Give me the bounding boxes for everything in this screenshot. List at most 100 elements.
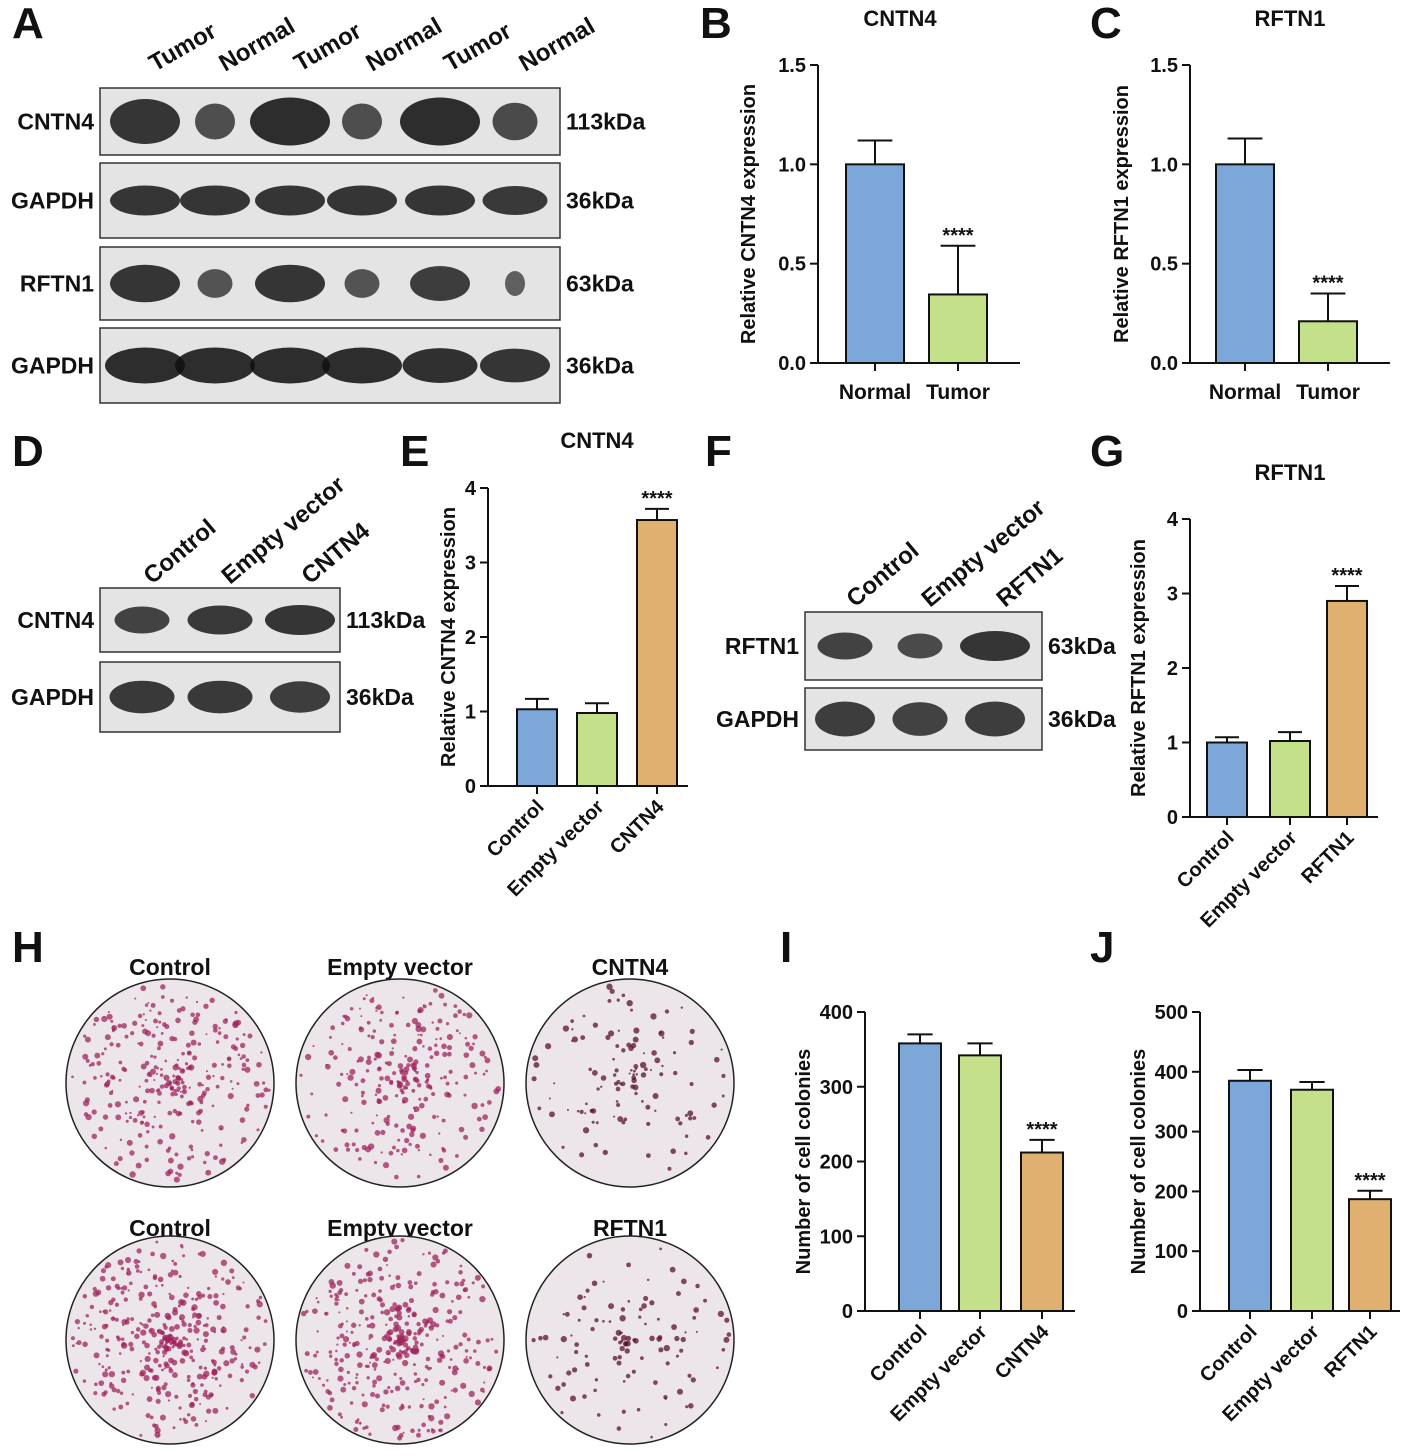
colony — [638, 1307, 643, 1312]
colony — [197, 1252, 202, 1256]
colony — [548, 1374, 553, 1379]
colony — [393, 1321, 399, 1328]
colony — [436, 1338, 439, 1341]
colony — [402, 1301, 409, 1308]
x-tick-label: Tumor — [926, 381, 990, 404]
colony — [144, 1078, 149, 1083]
colony — [212, 1074, 215, 1078]
colony — [165, 1391, 172, 1398]
colony — [115, 1114, 122, 1121]
colony — [711, 1102, 717, 1108]
blot-band — [110, 264, 180, 303]
colony — [408, 1284, 414, 1290]
colony — [344, 1142, 350, 1148]
colony — [407, 1113, 415, 1120]
colony — [371, 1121, 375, 1125]
colony — [186, 1050, 192, 1056]
colony — [378, 1289, 382, 1293]
colony — [181, 1246, 184, 1249]
colony — [176, 1086, 181, 1091]
colony — [367, 1143, 375, 1150]
colony — [344, 1353, 351, 1359]
colony — [186, 1378, 191, 1383]
colony — [154, 1427, 161, 1434]
colony — [385, 1323, 388, 1327]
colony — [315, 1350, 319, 1354]
colony — [172, 1342, 177, 1347]
colony — [256, 1128, 260, 1132]
colony — [692, 1315, 697, 1320]
colony — [173, 1088, 178, 1093]
colony — [580, 1035, 586, 1041]
colony — [464, 1036, 468, 1040]
colony — [175, 1017, 181, 1024]
colony — [93, 1391, 98, 1396]
colony — [358, 1324, 361, 1327]
colony — [261, 1081, 266, 1085]
colony — [104, 1034, 111, 1041]
colony — [153, 1078, 156, 1082]
colony — [424, 1079, 429, 1084]
colony — [621, 1120, 626, 1125]
colony — [481, 1284, 486, 1289]
colony — [136, 1114, 140, 1117]
colony — [154, 1311, 161, 1318]
colony — [631, 1077, 637, 1084]
lane-label: Normal — [515, 12, 600, 77]
colony — [630, 1008, 633, 1012]
y-tick-label: 1.0 — [1150, 154, 1178, 176]
colony — [533, 1061, 540, 1068]
colony — [157, 1344, 162, 1349]
colony — [124, 1257, 132, 1264]
colony — [468, 1045, 474, 1051]
colony — [212, 1268, 219, 1275]
colony — [445, 1280, 450, 1285]
colony — [156, 1046, 161, 1051]
colony — [432, 1114, 437, 1120]
colony — [616, 1102, 621, 1108]
colony — [684, 1134, 689, 1138]
colony — [212, 1023, 218, 1029]
blot-band — [342, 103, 382, 140]
colony — [156, 1026, 159, 1029]
colony — [157, 1090, 162, 1096]
colony — [375, 1052, 382, 1059]
colony — [153, 1115, 156, 1119]
colony — [132, 1117, 138, 1123]
colony — [190, 1155, 195, 1159]
colony — [240, 1365, 245, 1369]
colony — [204, 1150, 210, 1157]
colony — [364, 1317, 369, 1321]
x-tick-label: CNTN4 — [606, 795, 669, 858]
colony — [139, 1322, 142, 1325]
colony — [133, 1258, 139, 1264]
colony — [620, 1339, 624, 1343]
colony — [157, 1040, 164, 1047]
colony — [373, 1368, 377, 1371]
colony — [245, 1304, 250, 1309]
colony — [339, 1358, 344, 1363]
colony — [149, 1368, 154, 1373]
colony — [472, 1042, 475, 1046]
colony — [189, 1355, 194, 1360]
colony — [181, 1051, 185, 1056]
colony — [163, 1367, 166, 1370]
blot-band — [482, 186, 548, 215]
colony — [343, 1336, 350, 1343]
colony — [155, 1072, 159, 1075]
colony — [125, 1401, 130, 1406]
bar — [928, 293, 988, 364]
colony — [373, 1057, 377, 1061]
colony — [427, 1251, 432, 1255]
colony — [444, 1413, 451, 1420]
colony — [651, 1050, 657, 1056]
colony — [220, 1346, 226, 1351]
protein-label: GAPDH — [11, 684, 94, 710]
colony — [392, 1341, 396, 1345]
colony — [399, 1380, 406, 1386]
colony — [218, 1125, 224, 1131]
colony — [82, 1341, 88, 1348]
colony — [183, 1292, 189, 1298]
colony — [463, 1074, 469, 1080]
colony — [720, 1048, 723, 1051]
